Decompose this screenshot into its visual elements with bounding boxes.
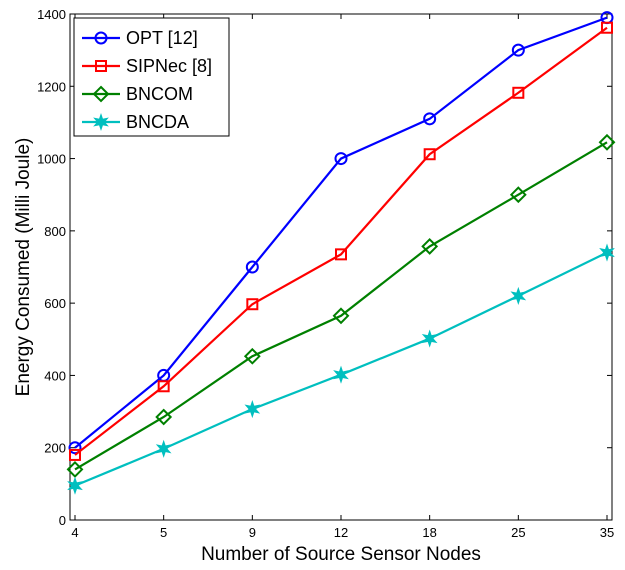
data-point [244,399,261,419]
data-point [421,237,439,255]
data-point [421,329,438,348]
legend-swatch-marker [95,60,107,72]
y-tick-label: 800 [44,224,66,239]
legend-label: OPT [12] [126,28,198,48]
legend-swatch-marker [93,112,109,132]
x-tick-label: 4 [71,525,78,540]
legend-label: SIPNec [8] [126,56,212,76]
legend-swatch-marker [92,85,110,103]
data-point [509,186,527,204]
x-tick-label: 5 [160,525,167,540]
legend-entry: BNCDA [82,112,189,132]
x-axis-label: Number of Source Sensor Nodes [201,544,481,565]
x-tick-label: 18 [422,525,436,540]
data-point [423,112,437,126]
data-point [511,43,525,57]
legend-label: BNCOM [126,84,193,104]
series-1 [69,21,613,461]
x-tick-label: 25 [511,525,525,540]
series-2 [66,133,616,478]
y-tick-label: 400 [44,368,66,383]
series-line [74,26,608,456]
series-3 [67,243,615,495]
legend-items: OPT [12] SIPNec [8] BNCOM BNCDA [82,28,212,132]
data-point [243,347,261,365]
series-line [74,141,608,471]
data-point [69,448,81,461]
x-tick-label: 9 [249,525,256,540]
data-point [598,133,616,151]
y-tick-label: 1400 [37,7,66,22]
y-tick-label: 600 [44,296,66,311]
legend-swatch-marker [94,31,108,45]
data-point [332,307,350,325]
data-point [67,476,83,495]
x-tick-label: 12 [334,525,348,540]
data-point [333,365,349,384]
legend-entry: BNCOM [82,84,193,104]
y-tick-label: 200 [44,441,66,456]
series-layer [66,11,616,495]
series-line [74,16,608,449]
y-tick-label: 1200 [37,79,66,94]
data-point [155,439,172,458]
legend-label: BNCDA [126,112,189,132]
x-tick-label: 35 [600,525,614,540]
data-point [601,21,613,34]
data-point [423,148,436,161]
data-point [599,243,615,262]
legend-entry: SIPNec [8] [82,56,212,76]
data-point [510,286,527,305]
data-point [157,380,170,393]
data-point [335,248,347,261]
y-tick-label: 1000 [37,152,66,167]
data-point [68,441,82,455]
y-tick-label: 0 [59,513,66,528]
data-point [334,152,348,166]
data-point [155,408,173,426]
data-point [245,260,259,274]
y-axis-label: Energy Consumed (Milli Joule) [13,138,34,397]
data-point [246,298,259,311]
data-point [512,86,525,99]
legend: OPT [12] SIPNec [8] BNCOM BNCDA [73,17,230,137]
legend-entry: OPT [12] [82,28,198,48]
data-point [66,460,84,478]
axis-ticks: 0 200 400 600 800 1000 1200 1400 4 5 9 12 18 25 35 [37,7,614,540]
